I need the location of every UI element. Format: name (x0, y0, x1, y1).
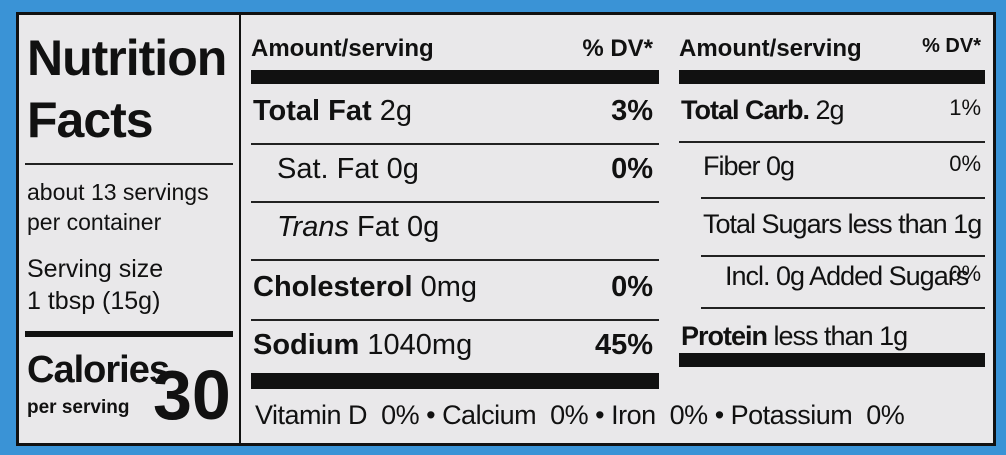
nutrient-name: Sodium (253, 329, 360, 361)
nutrient-amount: 2g (815, 95, 845, 125)
daily-value: 0% (949, 261, 981, 286)
thick-rule (251, 373, 659, 389)
nutrient-name: Total Sugars (703, 209, 842, 239)
nutrient-row: Total Sugars less than 1g (703, 209, 983, 240)
nutrient-row: Incl. 0g Added Sugars (725, 261, 969, 292)
nutrient-row: Sodium 1040mg (253, 329, 472, 362)
nutrient-name: Cholesterol (253, 271, 413, 303)
column-header: % DV* (582, 35, 653, 62)
nutrient-row: Fiber 0g (703, 151, 795, 182)
nutrient-amount: 2g (379, 95, 413, 127)
nutrient-name: Total Fat (253, 95, 372, 127)
vitamin-name: Vitamin D (255, 400, 368, 430)
vitamin-dv: 0% (669, 400, 709, 430)
nutrient-name: Sat. Fat (277, 153, 379, 185)
divider (25, 331, 233, 337)
nutrient-row: Total Carb. 2g (681, 95, 845, 126)
divider (701, 307, 985, 309)
nutrient-name: Fat (357, 211, 399, 243)
nutrient-amount: 0g (386, 153, 419, 185)
nutrient-name: Fiber (703, 151, 761, 181)
nutrient-row: Sat. Fat 0g (277, 153, 419, 186)
divider (25, 163, 233, 165)
daily-value: 45% (594, 329, 653, 361)
nutrient-amount: 0mg (420, 271, 478, 303)
divider (679, 141, 985, 143)
daily-value: 3% (611, 95, 653, 127)
calories-label: Calories (27, 349, 170, 391)
nutrient-name: Incl. 0g (725, 261, 805, 291)
serving-size-label: Serving size (27, 255, 164, 283)
column-header: Amount/serving (251, 35, 434, 62)
vitamin-dv: 0% (550, 400, 589, 430)
nutrient-row: Protein less than 1g (681, 321, 909, 352)
nutrition-label: Nutrition Facts about 13 servings per co… (16, 12, 996, 446)
title: Nutrition Facts (27, 30, 227, 148)
nutrient-amount: 0g (407, 211, 440, 243)
vitamin-name: Iron (611, 400, 656, 430)
vitamin-line: Vitamin D 0% • Calcium 0% • Iron 0% • Po… (255, 400, 905, 430)
nutrient-row: Trans Fat 0g (277, 211, 439, 244)
nutrient-row: Cholesterol 0mg (253, 271, 477, 304)
nutrient-amount: less than 1g (773, 321, 909, 351)
nutrient-name: Total Carb. (681, 95, 810, 125)
serving-size: 1 tbsp (15g) (27, 287, 161, 315)
divider (701, 255, 985, 257)
nutrient-amount: Added Sugars (809, 261, 969, 291)
nutrient-name-italic: Trans (277, 211, 349, 243)
vitamin-name: Calcium (442, 400, 537, 430)
divider (251, 201, 659, 203)
per-serving: per serving (27, 397, 130, 418)
daily-value: 1% (949, 95, 981, 120)
thick-rule (251, 70, 659, 84)
vitamin-dv: 0% (381, 400, 420, 430)
column-header: Amount/serving (679, 35, 862, 62)
daily-value: 0% (949, 151, 981, 176)
vitamin-dv: 0% (866, 400, 905, 430)
calories: 30 (153, 356, 231, 434)
daily-value: 0% (611, 271, 653, 303)
thick-rule (679, 353, 985, 367)
nutrient-amount: less than 1g (847, 209, 983, 239)
nutrient-amount: 1040mg (367, 329, 473, 361)
daily-value: 0% (611, 153, 653, 185)
column-header: % DV* (922, 35, 981, 57)
vitamin-name: Potassium (730, 400, 853, 430)
divider (701, 197, 985, 199)
divider (251, 319, 659, 321)
servings: about 13 servings per container (27, 179, 209, 235)
nutrient-name: Protein (681, 321, 768, 351)
divider (251, 143, 659, 145)
nutrient-row: Total Fat 2g (253, 95, 412, 128)
column-rule (239, 15, 241, 443)
divider (251, 259, 659, 261)
nutrient-amount: 0g (766, 151, 795, 181)
thick-rule (679, 70, 985, 84)
